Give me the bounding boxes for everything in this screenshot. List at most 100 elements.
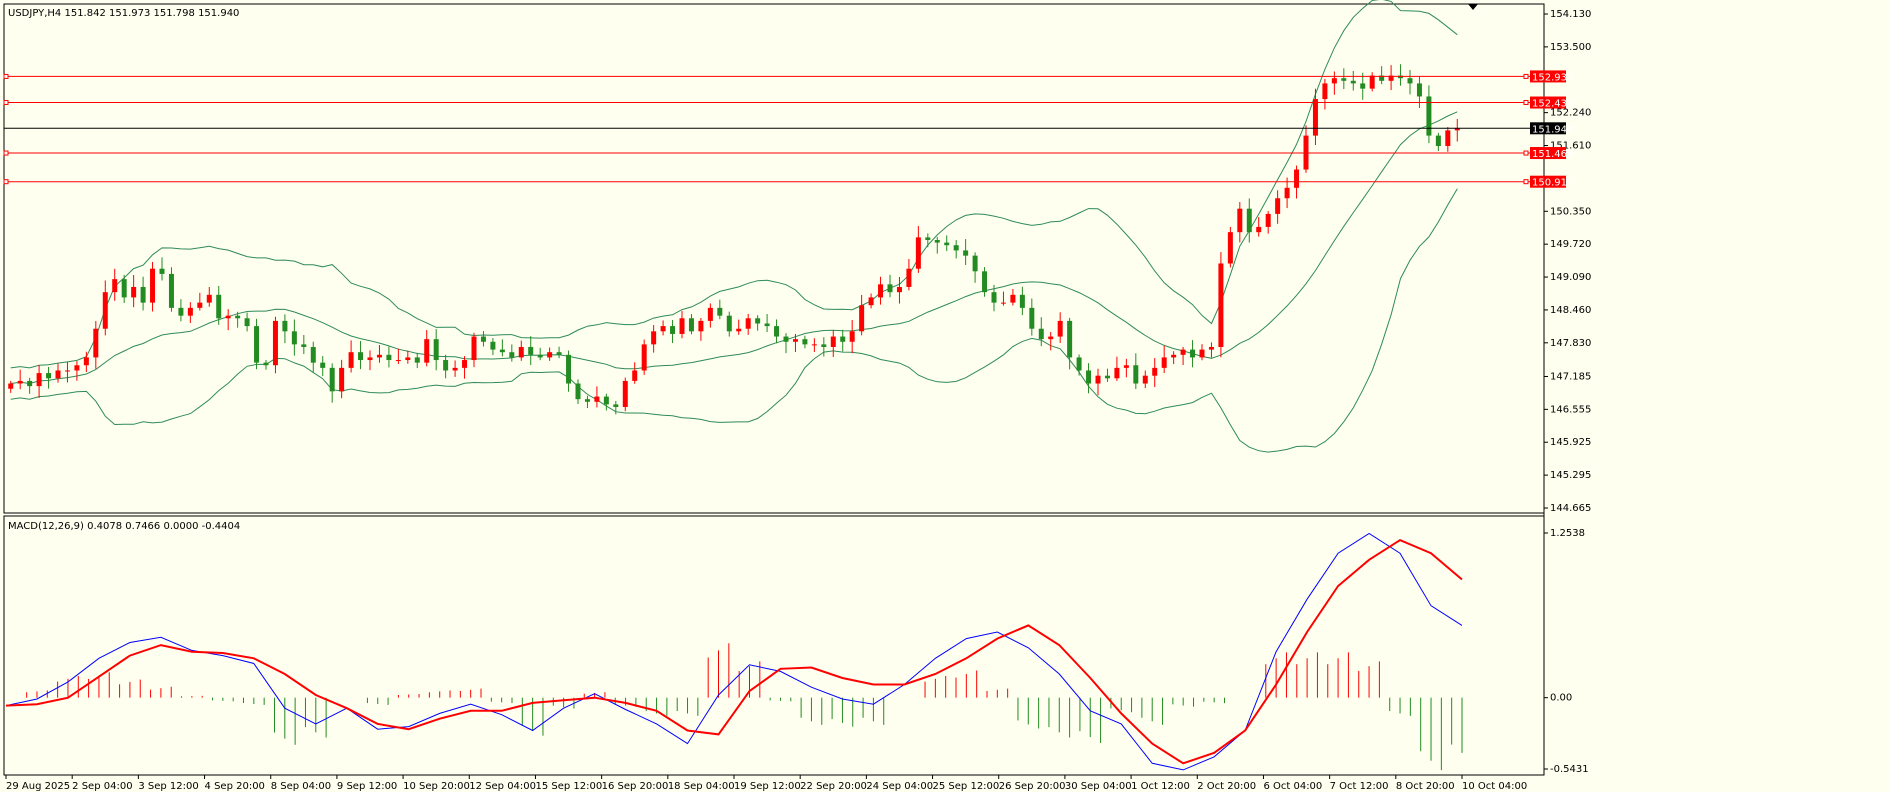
price-tick-label: 149.090 [1550, 272, 1591, 283]
main-pane-frame [3, 3, 1545, 514]
candle-body [64, 370, 70, 372]
current-price-label: 151.940 [1532, 124, 1573, 135]
candle-body [1190, 349, 1196, 358]
level-handle-icon[interactable] [1523, 150, 1529, 156]
bollinger-middle-line [10, 111, 1458, 385]
candle-body [1369, 75, 1375, 89]
level-price-tag [1530, 175, 1566, 188]
time-tick-label: 18 Sep 04:00 [668, 781, 735, 792]
candle-body [1312, 99, 1318, 136]
level-handle-icon[interactable] [1523, 100, 1529, 106]
level-handle-icon[interactable] [3, 179, 9, 185]
candle-body [414, 357, 420, 363]
level-price-label: 151.466 [1532, 149, 1573, 160]
candle-body [1275, 198, 1281, 214]
price-tick-label: 147.185 [1550, 371, 1591, 382]
candle-body [1294, 169, 1300, 188]
macd-line [5, 532, 1463, 771]
candle-body [641, 344, 647, 371]
candle-body [1246, 208, 1252, 233]
candle-body [1114, 367, 1120, 379]
candle-body [1000, 302, 1006, 304]
candle-body [112, 279, 118, 293]
candle-body [291, 331, 297, 345]
candle-body [518, 346, 524, 358]
candle-body [310, 346, 316, 363]
time-tick-label: 3 Sep 12:00 [138, 781, 198, 792]
candle-body [235, 315, 241, 319]
candle-body [339, 367, 345, 392]
candle-body [1067, 320, 1073, 358]
candle-body [159, 268, 165, 274]
candle-body [991, 292, 997, 303]
candle-body [1350, 80, 1356, 84]
candle-body [1057, 320, 1063, 337]
candle-body [783, 336, 789, 342]
time-tick-label: 9 Sep 12:00 [337, 781, 397, 792]
price-tick-label: 149.720 [1550, 239, 1591, 250]
candle-body [395, 360, 401, 362]
level-handle-icon[interactable] [1523, 179, 1529, 185]
candle-body [1454, 128, 1460, 131]
level-handle-icon[interactable] [3, 73, 9, 79]
candle-body [679, 318, 685, 334]
candle-body [830, 336, 836, 347]
level-handle-icon[interactable] [1523, 73, 1529, 79]
candle-body [584, 399, 590, 402]
candle-body [1435, 135, 1441, 147]
time-tick-label: 19 Sep 12:00 [734, 781, 801, 792]
time-tick-label: 1 Oct 12:00 [1131, 781, 1190, 792]
shift-marker-icon[interactable] [1468, 4, 1478, 10]
candle-body [320, 362, 326, 368]
candle-body [632, 370, 638, 381]
candle-body [17, 380, 23, 384]
candle-body [1445, 130, 1451, 147]
candle-body [1048, 336, 1054, 340]
candle-body [707, 307, 713, 321]
time-tick-label: 12 Sep 04:00 [469, 781, 536, 792]
candle-body [811, 344, 817, 346]
time-tick-label: 4 Sep 20:00 [205, 781, 265, 792]
candle-body [140, 286, 146, 303]
candle-body [651, 331, 657, 345]
symbol-header: USDJPY,H4 151.842 151.973 151.798 151.94… [8, 8, 239, 19]
candle-body [594, 396, 600, 402]
candle-body [8, 383, 14, 389]
time-tick-label: 26 Sep 20:00 [999, 781, 1066, 792]
candle-body [282, 320, 288, 332]
candle-body [1208, 346, 1214, 350]
candle-body [528, 346, 534, 355]
candle-body [1416, 83, 1422, 97]
candle-body [1086, 370, 1092, 384]
candle-body [46, 373, 52, 379]
candle-body [792, 339, 798, 342]
candle-body [868, 297, 874, 306]
price-tick-label: 150.350 [1550, 206, 1591, 217]
candle-body [1227, 232, 1233, 264]
candle-body [622, 380, 628, 408]
time-tick-label: 6 Oct 04:00 [1263, 781, 1322, 792]
candle-body [509, 352, 515, 358]
time-tick-label: 24 Sep 04:00 [866, 781, 933, 792]
level-handle-icon[interactable] [3, 150, 9, 156]
price-tick-label: 147.830 [1550, 338, 1591, 349]
candle-body [150, 268, 156, 303]
candle-body [547, 352, 553, 358]
level-handle-icon[interactable] [3, 100, 9, 106]
price-tick-label: 146.555 [1550, 404, 1591, 415]
candle-body [83, 357, 89, 366]
candle-body [216, 294, 222, 319]
candle-body [1426, 96, 1432, 136]
time-tick-label: 8 Sep 04:00 [271, 781, 331, 792]
candle-body [1019, 294, 1025, 308]
candle-body [1029, 307, 1035, 329]
candle-body [670, 326, 676, 334]
candle-body [1322, 83, 1328, 100]
candle-body [849, 331, 855, 342]
candle-body [887, 284, 893, 293]
time-tick-label: 8 Oct 20:00 [1396, 781, 1455, 792]
candle-body [896, 286, 902, 293]
candle-body [802, 339, 808, 345]
